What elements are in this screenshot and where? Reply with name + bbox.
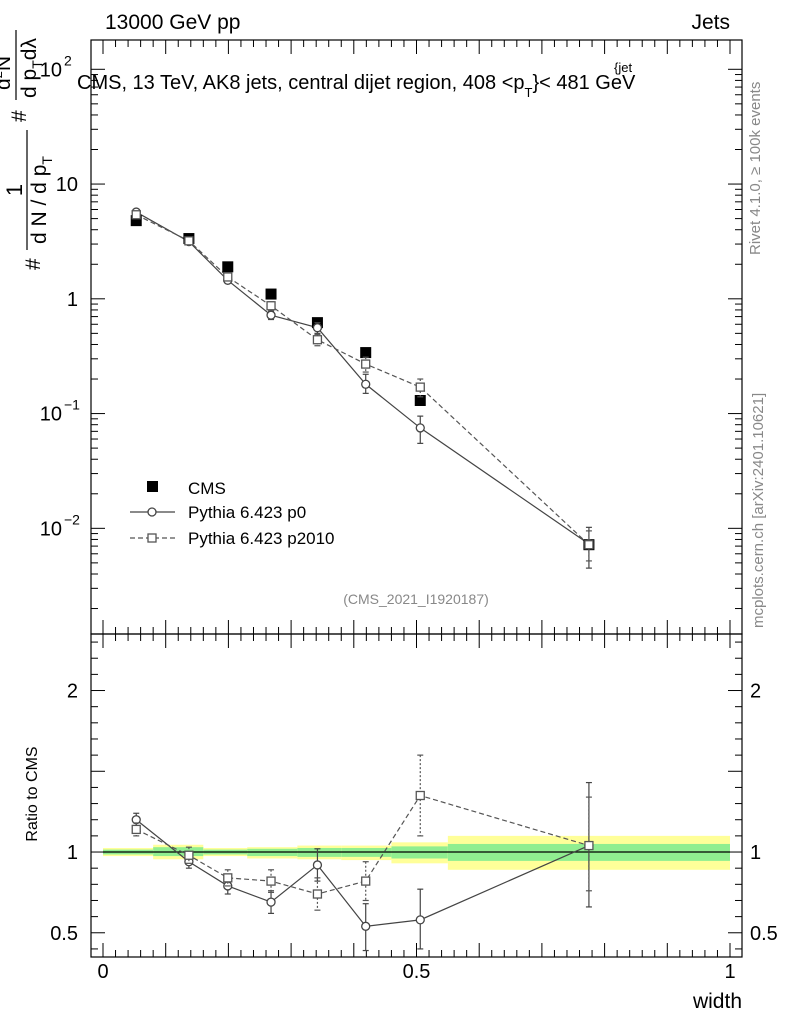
pythia-6-423-p2010-point	[312, 335, 323, 345]
y-tick-label: 10	[40, 518, 62, 540]
ratio-tick-label-left: 0.5	[50, 923, 78, 945]
pythia-6-423-p2010-point	[361, 359, 371, 369]
ratio-tick-label-right: 1	[750, 842, 761, 864]
pythia-6-423-p2010-ratio-point	[131, 824, 141, 835]
pythia-6-423-p0-ratio-point	[361, 921, 371, 931]
pythia-6-423-p2010-ratio-point	[223, 873, 233, 883]
x-axis-label: width	[692, 990, 742, 1013]
x-tick-label: 1	[724, 961, 735, 983]
ratio-tick-label-left: 1	[67, 842, 78, 864]
pythia-6-423-p0-ratio-point	[312, 860, 323, 870]
y-tick-label: 10	[40, 59, 62, 81]
y-tick-label: 10	[40, 404, 62, 426]
cms-data-point	[414, 394, 426, 406]
plot-title-end: }< 481 GeV	[532, 72, 636, 94]
pythia-6-423-p2010-point	[266, 301, 276, 311]
ratio-bands	[103, 835, 730, 870]
pythia-6-423-p2010-line	[135, 214, 590, 546]
y-tick-exponent: −2	[64, 511, 80, 527]
pythia-6-423-p2010-ratio-point	[361, 876, 371, 886]
y-tick-label: 1	[67, 289, 78, 311]
ylabel-num-sup: 2	[0, 71, 5, 78]
pythia-6-423-p2010-point	[223, 272, 233, 282]
y-tick-exponent: −1	[64, 397, 80, 413]
ratio-ylabel: Ratio to CMS	[24, 746, 41, 841]
svg-text:d N / d pT: d N / d pT	[28, 156, 55, 244]
legend-label-cms: CMS	[188, 479, 226, 498]
ylabel-den2: d p	[18, 69, 41, 98]
header-right: Jets	[691, 11, 730, 34]
header-left: 13000 GeV pp	[105, 11, 240, 34]
y-tick-label: 10	[56, 174, 78, 196]
pythia-6-423-p2010-ratio-point	[312, 889, 323, 899]
x-tick-label: 0	[97, 961, 108, 983]
ylabel-denom: d N / d p	[28, 165, 51, 244]
ylabel-den2-sub: T	[29, 60, 45, 69]
ratio-frame	[90, 633, 743, 958]
ratio-tick-label-right: 0.5	[750, 923, 778, 945]
ylabel-num: d	[0, 78, 15, 90]
ylabel-hash2: #	[8, 110, 31, 122]
ratio-series-lines	[135, 794, 590, 927]
pythia-6-423-p0-line	[135, 211, 590, 545]
legend: CMS Pythia 6.423 p0 Pythia 6.423 p2010	[130, 479, 335, 548]
pythia-6-423-p0-point	[312, 323, 323, 333]
pythia-6-423-p2010-ratio-point	[415, 790, 425, 801]
pythia-6-423-p2010-point	[184, 236, 194, 246]
ylabel-one: 1	[2, 184, 27, 196]
ratio-series-marks	[131, 754, 594, 952]
pythia-6-423-p0-point	[415, 423, 425, 433]
main-series-lines	[135, 211, 590, 546]
pythia-6-423-p0-ratio-point	[266, 897, 276, 907]
x-tick-labels: 0 0.5 1	[97, 961, 735, 983]
analysis-id: (CMS_2021_I1920187)	[343, 591, 489, 607]
ylabel-den2-end: dλ	[18, 38, 41, 61]
plot-title-sub: T	[525, 85, 533, 100]
svg-text:#: #	[22, 258, 45, 270]
pythia-6-423-p0-ratio-line	[135, 819, 590, 927]
legend-marker-p2010	[147, 533, 157, 543]
mcplots-label: mcplots.cern.ch [arXiv:2401.10621]	[750, 393, 767, 628]
pythia-6-423-p2010-point	[131, 210, 141, 220]
cms-data-point	[130, 215, 142, 227]
legend-marker-cms	[147, 481, 158, 492]
pythia-6-423-p2010-ratio-point	[184, 850, 194, 860]
ylabel-num-end: N	[0, 56, 15, 71]
cms-data-point	[265, 288, 277, 300]
plot-title-sup: {jet	[614, 60, 632, 75]
ratio-axes: 0.5 0.5 1 1 2 2	[50, 633, 778, 958]
y-axis-label: # 1 d N / d pT # d2N d pTdλ	[0, 30, 55, 270]
svg-text:d2N: d2N	[0, 56, 15, 90]
pythia-6-423-p0-point	[361, 379, 371, 389]
ratio-tick-label-left: 2	[67, 681, 78, 703]
ylabel-hash1: #	[22, 258, 45, 270]
ratio-tick-label-right: 2	[750, 681, 761, 703]
pythia-6-423-p2010-ratio-line	[135, 794, 590, 895]
pythia-6-423-p2010-point	[584, 540, 594, 550]
cms-data-point	[222, 261, 234, 273]
ylabel-denom-sub: T	[39, 156, 55, 165]
legend-marker-p0	[147, 507, 157, 517]
rivet-label: Rivet 4.1.0, ≥ 100k events	[747, 82, 764, 255]
plot-title-main: CMS, 13 TeV, AK8 jets, central dijet reg…	[77, 72, 525, 94]
y-tick-exponent: 2	[64, 52, 72, 68]
main-series-marks	[130, 207, 595, 569]
pythia-6-423-p2010-ratio-point	[266, 876, 276, 886]
cms-data-point	[360, 347, 372, 359]
plot-title: CMS, 13 TeV, AK8 jets, central dijet reg…	[77, 72, 636, 100]
legend-label-p0: Pythia 6.423 p0	[188, 503, 306, 522]
svg-text:d pTdλ: d pTdλ	[18, 38, 45, 98]
pythia-6-423-p2010-ratio-point	[584, 840, 594, 851]
pythia-6-423-p0-ratio-point	[415, 915, 425, 925]
pythia-6-423-p2010-point	[415, 382, 425, 392]
legend-label-p2010: Pythia 6.423 p2010	[188, 529, 335, 548]
pythia-6-423-p0-point	[266, 310, 276, 320]
x-tick-label: 0.5	[403, 961, 431, 983]
